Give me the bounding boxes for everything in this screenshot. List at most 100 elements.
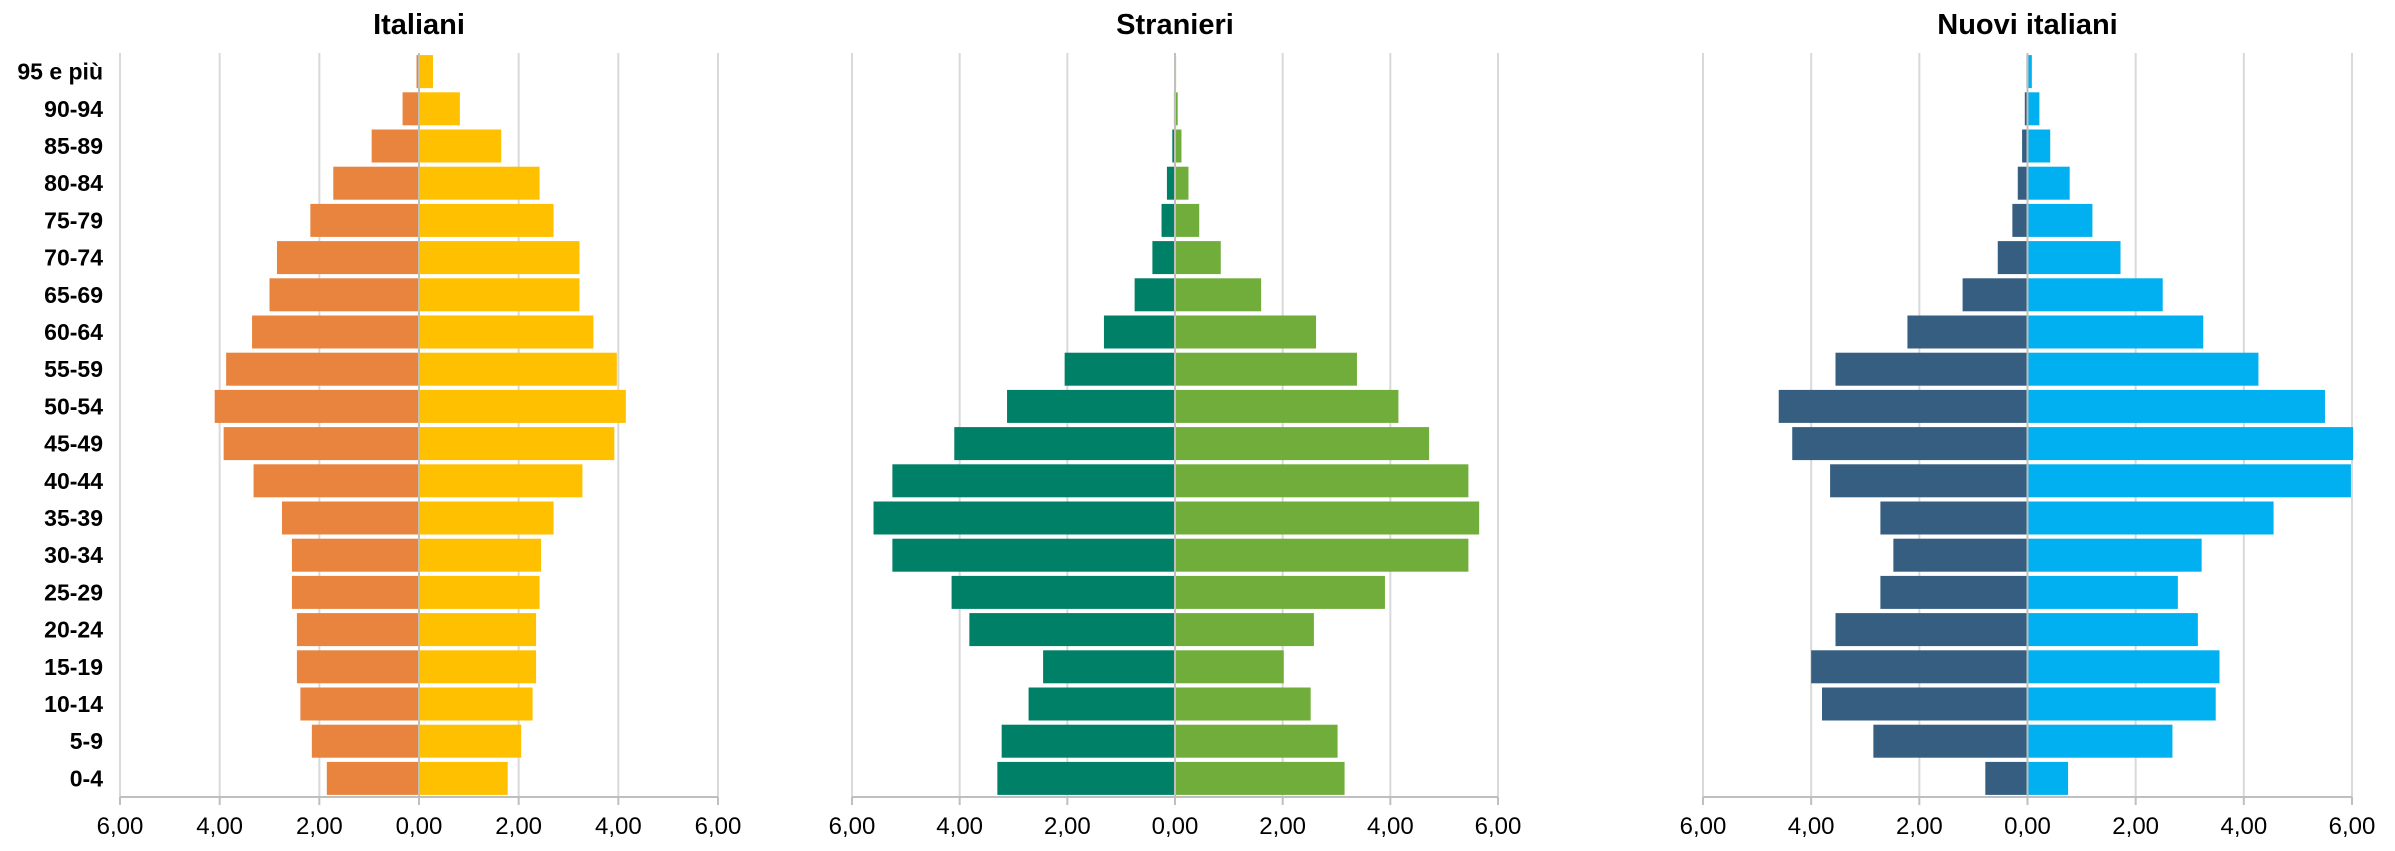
bar-right — [1175, 315, 1317, 349]
bar-left — [2017, 166, 2028, 200]
x-tick-label: 4,00 — [2220, 813, 2267, 840]
x-tick-label: 2,00 — [1896, 813, 1943, 840]
bar-right — [2027, 166, 2070, 200]
bar-left — [326, 761, 419, 795]
x-tick-label: 2,00 — [495, 813, 542, 840]
bar-left — [214, 389, 419, 423]
panel-title: Nuovi italiani — [1937, 9, 2117, 41]
bar-left — [269, 278, 419, 312]
bar-right — [1175, 352, 1357, 386]
x-tick-label: 6,00 — [97, 813, 144, 840]
x-tick-label: 4,00 — [595, 813, 642, 840]
bar-right — [2027, 203, 2093, 237]
x-tick-label: 6,00 — [695, 813, 742, 840]
bar-left — [223, 427, 419, 461]
category-label: 35-39 — [44, 505, 103, 531]
category-label: 10-14 — [44, 691, 103, 717]
bar-left — [1873, 724, 2028, 758]
bar-left — [1166, 166, 1175, 200]
bar-right — [2027, 92, 2040, 126]
bar-left — [1001, 724, 1175, 758]
bar-left — [252, 315, 419, 349]
bar-left — [402, 92, 419, 126]
bar-left — [1007, 389, 1175, 423]
bar-left — [873, 501, 1175, 535]
category-label: 25-29 — [44, 579, 103, 605]
bar-left — [1172, 129, 1175, 163]
bar-right — [2027, 501, 2274, 535]
bar-right — [419, 55, 433, 89]
bar-right — [2027, 464, 2351, 498]
x-tick-label: 4,00 — [936, 813, 983, 840]
bar-left — [281, 501, 419, 535]
bar-right — [1175, 92, 1178, 126]
bar-left — [969, 613, 1175, 647]
bar-right — [2027, 650, 2220, 684]
bar-right — [419, 352, 617, 386]
bar-right — [1175, 129, 1182, 163]
x-tick-label: 0,00 — [396, 813, 443, 840]
bar-right — [2027, 687, 2216, 721]
bar-left — [276, 241, 419, 275]
category-label: 40-44 — [44, 468, 103, 494]
bar-left — [291, 538, 419, 572]
bar-right — [1175, 687, 1311, 721]
bar-left — [1907, 315, 2028, 349]
category-label: 90-94 — [44, 96, 103, 122]
bar-right — [419, 687, 533, 721]
x-tick-label: 2,00 — [2112, 813, 2159, 840]
bar-right — [1175, 650, 1284, 684]
pyramid-panel-2: Stranieri 6,00 4,00 2,00 0,00 2,00 4,00 6,00 — [829, 9, 1522, 840]
x-tick-label: 6,00 — [829, 813, 876, 840]
bar-right — [2027, 315, 2204, 349]
pyramid-panel-3: Nuovi italiani 6,00 4,00 2,00 0,00 2,00 4,00 6,… — [1680, 9, 2376, 840]
bar-left — [1103, 315, 1175, 349]
bar-left — [253, 464, 419, 498]
panel-title: Stranieri — [1116, 9, 1234, 41]
bar-left — [291, 575, 419, 609]
bar-right — [2027, 427, 2354, 461]
category-label: 80-84 — [44, 170, 103, 196]
bar-right — [1175, 575, 1385, 609]
bar-right — [419, 241, 580, 275]
bar-left — [1043, 650, 1175, 684]
x-tick-label: 6,00 — [1680, 813, 1727, 840]
bar-left — [954, 427, 1175, 461]
category-label: 75-79 — [44, 207, 103, 233]
bar-right — [1175, 389, 1399, 423]
bar-right — [419, 575, 540, 609]
bar-right — [419, 129, 502, 163]
x-tick-label: 4,00 — [1788, 813, 1835, 840]
bar-right — [2027, 389, 2325, 423]
bar-right — [419, 538, 542, 572]
bar-left — [333, 166, 419, 200]
bar-right — [419, 464, 583, 498]
panel-title: Italiani — [373, 9, 465, 41]
bar-left — [1064, 352, 1175, 386]
bar-left — [311, 724, 419, 758]
x-tick-label: 4,00 — [196, 813, 243, 840]
bar-right — [419, 166, 540, 200]
bar-left — [226, 352, 419, 386]
bar-left — [300, 687, 419, 721]
x-tick-label: 2,00 — [296, 813, 343, 840]
bar-left — [951, 575, 1175, 609]
category-label: 65-69 — [44, 282, 103, 308]
category-label: 50-54 — [44, 393, 103, 419]
bar-right — [1175, 203, 1200, 237]
bar-right — [419, 278, 580, 312]
bar-right — [1175, 724, 1338, 758]
bar-left — [892, 538, 1175, 572]
bar-left — [1152, 241, 1175, 275]
bar-right — [1175, 427, 1430, 461]
pyramid-panel-1: Italiani 6,00 4,00 2,00 0,00 2,00 4,00 6,00 95 e… — [17, 9, 741, 840]
bar-left — [1830, 464, 2028, 498]
bar-right — [419, 501, 554, 535]
bar-left — [1778, 389, 2028, 423]
category-label: 55-59 — [44, 356, 103, 382]
bar-right — [2027, 129, 2051, 163]
category-label: 20-24 — [44, 617, 103, 643]
x-tick-label: 0,00 — [1152, 813, 1199, 840]
bar-right — [2027, 575, 2178, 609]
